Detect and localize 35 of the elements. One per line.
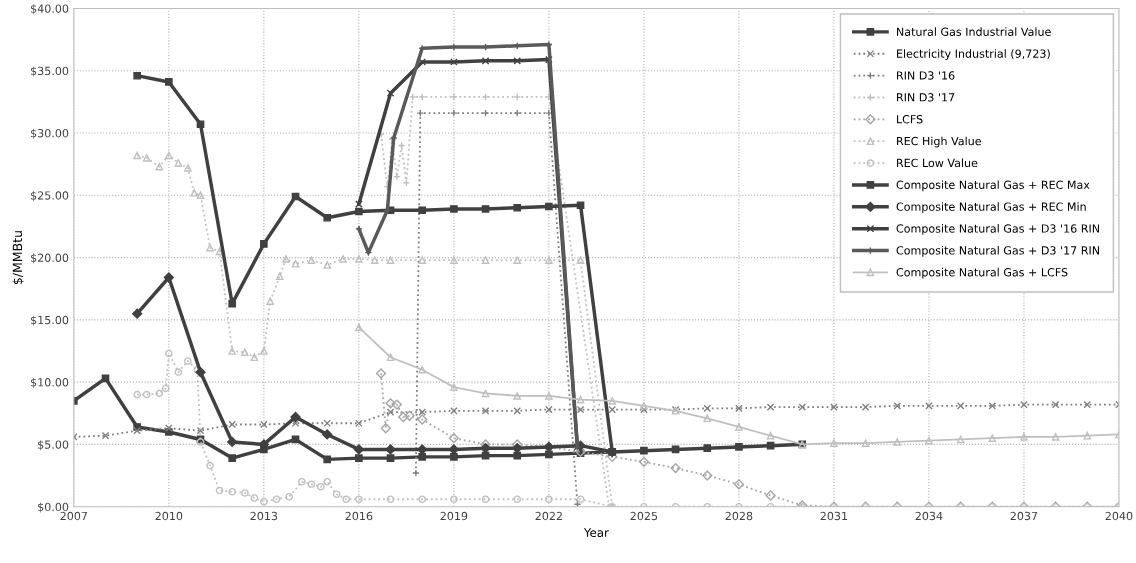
x-tick-label: 2031: [820, 511, 848, 521]
x-tick-label: 2013: [250, 511, 278, 521]
legend-label: Natural Gas Industrial Value: [897, 27, 1051, 36]
x-tick-label: 2028: [725, 511, 753, 521]
legend-label: Electricity Industrial (9,723): [897, 49, 1050, 60]
x-tick-label: 2016: [345, 511, 373, 521]
legend-label: Composite Natural Gas + REC Max: [896, 180, 1090, 192]
x-tick-label: 2022: [535, 511, 562, 521]
y-tick-label: $15.00: [31, 315, 69, 326]
x-axis-title: Year: [583, 528, 609, 538]
legend-label: REC High Value: [897, 136, 981, 148]
x-tick-label: 2019: [440, 511, 468, 521]
legend-label: Composite Natural Gas + REC Min: [896, 202, 1086, 213]
x-tick-label: 2025: [630, 511, 658, 521]
legend-label: Composite Natural Gas + LCFS: [896, 267, 1068, 279]
y-tick-label: $35.00: [31, 66, 69, 77]
y-tick-label: $5.00: [38, 440, 69, 451]
y-tick-label: $30.00: [31, 128, 69, 139]
legend-label: Composite Natural Gas + D3 '16 RIN: [896, 224, 1099, 235]
y-tick-label: $40.00: [31, 4, 69, 15]
legend-label: RIN D3 '16: [897, 71, 955, 80]
x-tick-label: 2007: [60, 511, 88, 521]
y-tick-label: $0.00: [38, 502, 69, 513]
y-tick-label: $25.00: [31, 191, 69, 202]
x-tick-label: 2037: [1010, 511, 1038, 521]
y-tick-label: $20.00: [31, 253, 69, 264]
y-axis-title: $/MMBtu: [12, 231, 24, 285]
legend-label: RIN D3 '17: [897, 93, 955, 102]
x-tick-label: 2034: [915, 511, 943, 521]
x-tick-label: 2040: [1105, 511, 1133, 521]
legend-label: REC Low Value: [897, 158, 978, 168]
x-tick-label: 2010: [155, 511, 183, 521]
legend-label: LCFS: [897, 114, 923, 124]
y-tick-label: $10.00: [31, 377, 69, 388]
legend-label: Composite Natural Gas + D3 '17 RIN: [896, 245, 1099, 257]
